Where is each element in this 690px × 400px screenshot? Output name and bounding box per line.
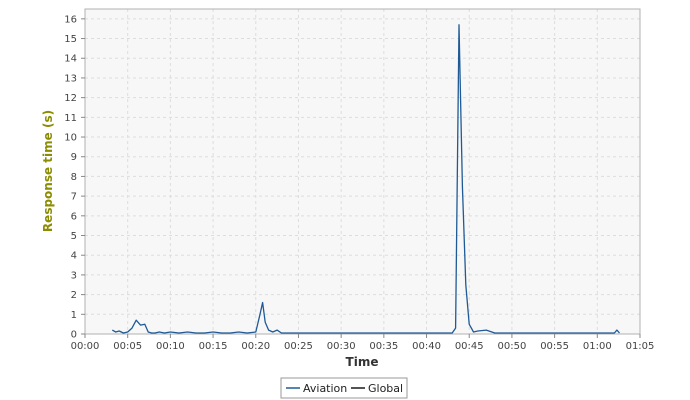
grid-lines: [84, 9, 641, 335]
y-tick-label: 11: [64, 113, 77, 124]
plot-background: [85, 9, 640, 334]
x-tick-label: 00:25: [284, 341, 313, 352]
legend: Aviation Global: [280, 377, 408, 399]
plot-frame: [84, 8, 641, 335]
legend-label-aviation: Aviation: [303, 382, 347, 395]
x-tick-label: 01:05: [626, 341, 655, 352]
x-axis-title: Time: [346, 355, 379, 369]
x-tick-label: 00:35: [369, 341, 398, 352]
y-tick-label: 6: [71, 211, 77, 222]
series-line-aviation: [111, 24, 620, 334]
y-tick-label: 4: [71, 251, 77, 262]
legend-label-global: Global: [368, 382, 403, 395]
y-tick-label: 15: [64, 34, 77, 45]
y-tick-label: 10: [64, 133, 77, 144]
x-tick-label: 00:05: [113, 341, 142, 352]
y-axis-title: Response time (s): [41, 110, 55, 232]
series-lines: [111, 24, 620, 334]
y-tick-label: 8: [71, 172, 77, 183]
x-tick-label: 00:55: [540, 341, 569, 352]
x-tick-label: 00:45: [455, 341, 484, 352]
y-tick-label: 1: [71, 310, 77, 321]
y-tick-label: 14: [64, 54, 77, 65]
y-tick-label: 3: [71, 270, 77, 281]
x-tick-label: 00:10: [156, 341, 185, 352]
x-tick-label: 00:15: [199, 341, 228, 352]
y-tick-label: 16: [64, 14, 77, 25]
y-tick-label: 12: [64, 93, 77, 104]
x-tick-label: 00:50: [498, 341, 527, 352]
x-axis: 00:00 00:05 00:10 00:15 00:20 00:25 00:30 00:35…: [71, 334, 655, 352]
y-tick-label: 5: [71, 231, 77, 242]
y-tick-label: 0: [71, 330, 77, 341]
x-tick-label: 00:00: [71, 341, 100, 352]
y-tick-label: 7: [71, 192, 77, 203]
x-tick-label: 00:30: [327, 341, 356, 352]
y-tick-label: 9: [71, 152, 77, 163]
y-tick-label: 2: [71, 290, 77, 301]
x-tick-label: 00:20: [241, 341, 270, 352]
x-tick-label: 01:00: [583, 341, 612, 352]
legend-box: [280, 377, 408, 399]
y-tick-label: 13: [64, 73, 77, 84]
x-tick-label: 00:40: [412, 341, 441, 352]
